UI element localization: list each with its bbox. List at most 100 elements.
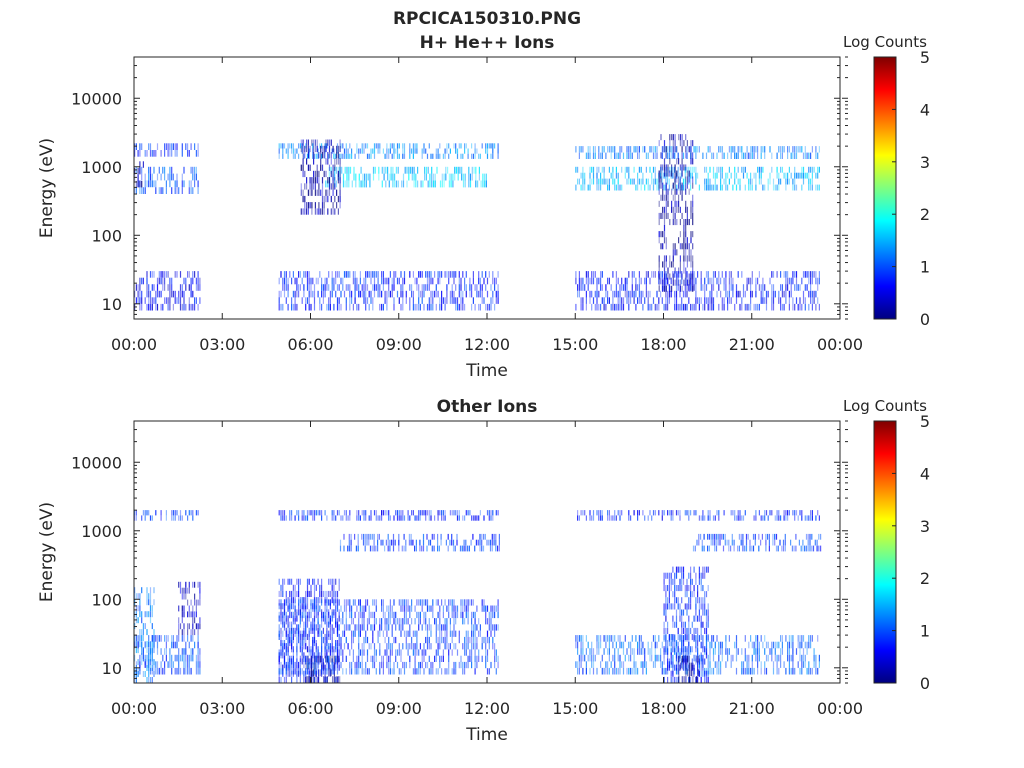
spectrogram-cell <box>195 661 197 668</box>
spectrogram-cell <box>679 290 681 298</box>
spectrogram-cell <box>614 667 616 675</box>
spectrogram-cell <box>282 611 284 619</box>
spectrogram-cell <box>760 284 762 291</box>
spectrogram-cell <box>291 676 293 683</box>
spectrogram-cell <box>178 635 180 642</box>
spectrogram-cell <box>818 277 820 285</box>
spectrogram-cell <box>389 643 391 650</box>
spectrogram-cell <box>294 661 296 669</box>
spectrogram-cell <box>194 641 196 649</box>
spectrogram-cell <box>323 202 325 209</box>
spectrogram-cell <box>594 303 596 311</box>
spectrogram-cell <box>312 605 314 612</box>
spectrogram-cell <box>313 609 316 616</box>
spectrogram-cell <box>146 677 148 683</box>
spectrogram-cell <box>301 658 303 665</box>
spectrogram-cell <box>732 654 734 662</box>
spectrogram-cell <box>495 668 497 675</box>
spectrogram-cell <box>396 649 399 656</box>
spectrogram-cell <box>592 661 595 668</box>
spectrogram-cell <box>386 303 388 311</box>
spectrogram-cell <box>363 668 365 675</box>
spectrogram-cell <box>456 148 459 154</box>
spectrogram-cell <box>679 188 681 195</box>
spectrogram-cell <box>681 303 683 311</box>
spectrogram-cell <box>674 176 676 183</box>
spectrogram-cell <box>389 655 391 662</box>
spectrogram-cell <box>679 231 681 238</box>
spectrogram-cell <box>317 603 319 610</box>
spectrogram-cell <box>409 271 411 278</box>
spectrogram-cell <box>792 297 794 304</box>
spectrogram-cell <box>407 643 409 650</box>
spectrogram-cell <box>700 284 702 291</box>
spectrogram-cell <box>316 208 318 215</box>
spectrogram-cell <box>299 143 301 149</box>
spectrogram-cell <box>454 545 456 552</box>
spectrogram-cell <box>162 271 164 278</box>
spectrogram-cell <box>146 180 148 188</box>
spectrogram-cell <box>667 273 669 280</box>
spectrogram-cell <box>808 166 810 173</box>
spectrogram-cell <box>739 146 741 153</box>
spectrogram-cell <box>395 510 397 516</box>
spectrogram-cell <box>190 303 192 311</box>
spectrogram-cell <box>373 539 375 546</box>
spectrogram-cell <box>306 277 309 285</box>
spectrogram-cell <box>755 284 757 291</box>
spectrogram-cell <box>156 290 159 298</box>
spectrogram-cell <box>663 285 666 292</box>
spectrogram-cell <box>453 668 455 675</box>
spectrogram-cell <box>137 150 139 157</box>
spectrogram-cell <box>479 510 481 516</box>
spectrogram-cell <box>446 271 448 278</box>
spectrogram-cell <box>577 635 579 642</box>
spectrogram-cell <box>337 208 339 215</box>
spectrogram-cell <box>607 178 609 185</box>
spectrogram-cell <box>328 621 330 628</box>
spectrogram-cell <box>436 166 438 174</box>
spectrogram-cell <box>402 624 404 631</box>
spectrogram-cell <box>692 158 694 165</box>
spectrogram-cell <box>336 510 339 516</box>
spectrogram-cell <box>409 153 411 159</box>
spectrogram-cell <box>300 139 302 146</box>
spectrogram-cell <box>354 297 356 304</box>
spectrogram-cell <box>381 290 383 298</box>
spectrogram-cell <box>356 277 358 285</box>
spectrogram-cell <box>469 173 472 181</box>
spectrogram-cell <box>421 599 423 606</box>
spectrogram-cell <box>788 277 790 285</box>
spectrogram-cell <box>474 618 476 625</box>
spectrogram-cell <box>326 676 328 683</box>
spectrogram-cell <box>197 623 199 630</box>
spectrogram-cell <box>704 676 706 683</box>
spectrogram-cell <box>292 303 294 311</box>
spectrogram-cell <box>453 277 455 285</box>
spectrogram-cell <box>307 164 309 171</box>
spectrogram-cell <box>425 515 427 521</box>
spectrogram-cell <box>381 515 383 521</box>
spectrogram-cell <box>654 271 656 278</box>
spectrogram-cell <box>700 676 702 683</box>
spectrogram-cell <box>757 667 759 675</box>
spectrogram-cell <box>185 654 187 662</box>
spectrogram-cell <box>430 290 432 298</box>
spectrogram-cell <box>771 654 773 662</box>
spectrogram-cell <box>598 303 600 311</box>
spectrogram-cell <box>690 261 692 268</box>
spectrogram-cell <box>691 172 693 179</box>
spectrogram-cell <box>310 290 312 298</box>
spectrogram-cell <box>199 667 201 675</box>
spectrogram-cell <box>298 670 300 677</box>
spectrogram-cell <box>340 153 342 159</box>
spectrogram-cell <box>649 654 651 662</box>
panel-title: H+ He++ Ions <box>420 33 555 53</box>
spectrogram-cell <box>624 635 626 642</box>
spectrogram-cell <box>638 146 640 153</box>
spectrogram-cell <box>628 297 630 304</box>
spectrogram-cell <box>285 284 287 291</box>
spectrogram-cell <box>698 609 700 616</box>
spectrogram-cell <box>183 593 185 600</box>
spectrogram-cell <box>306 668 309 675</box>
